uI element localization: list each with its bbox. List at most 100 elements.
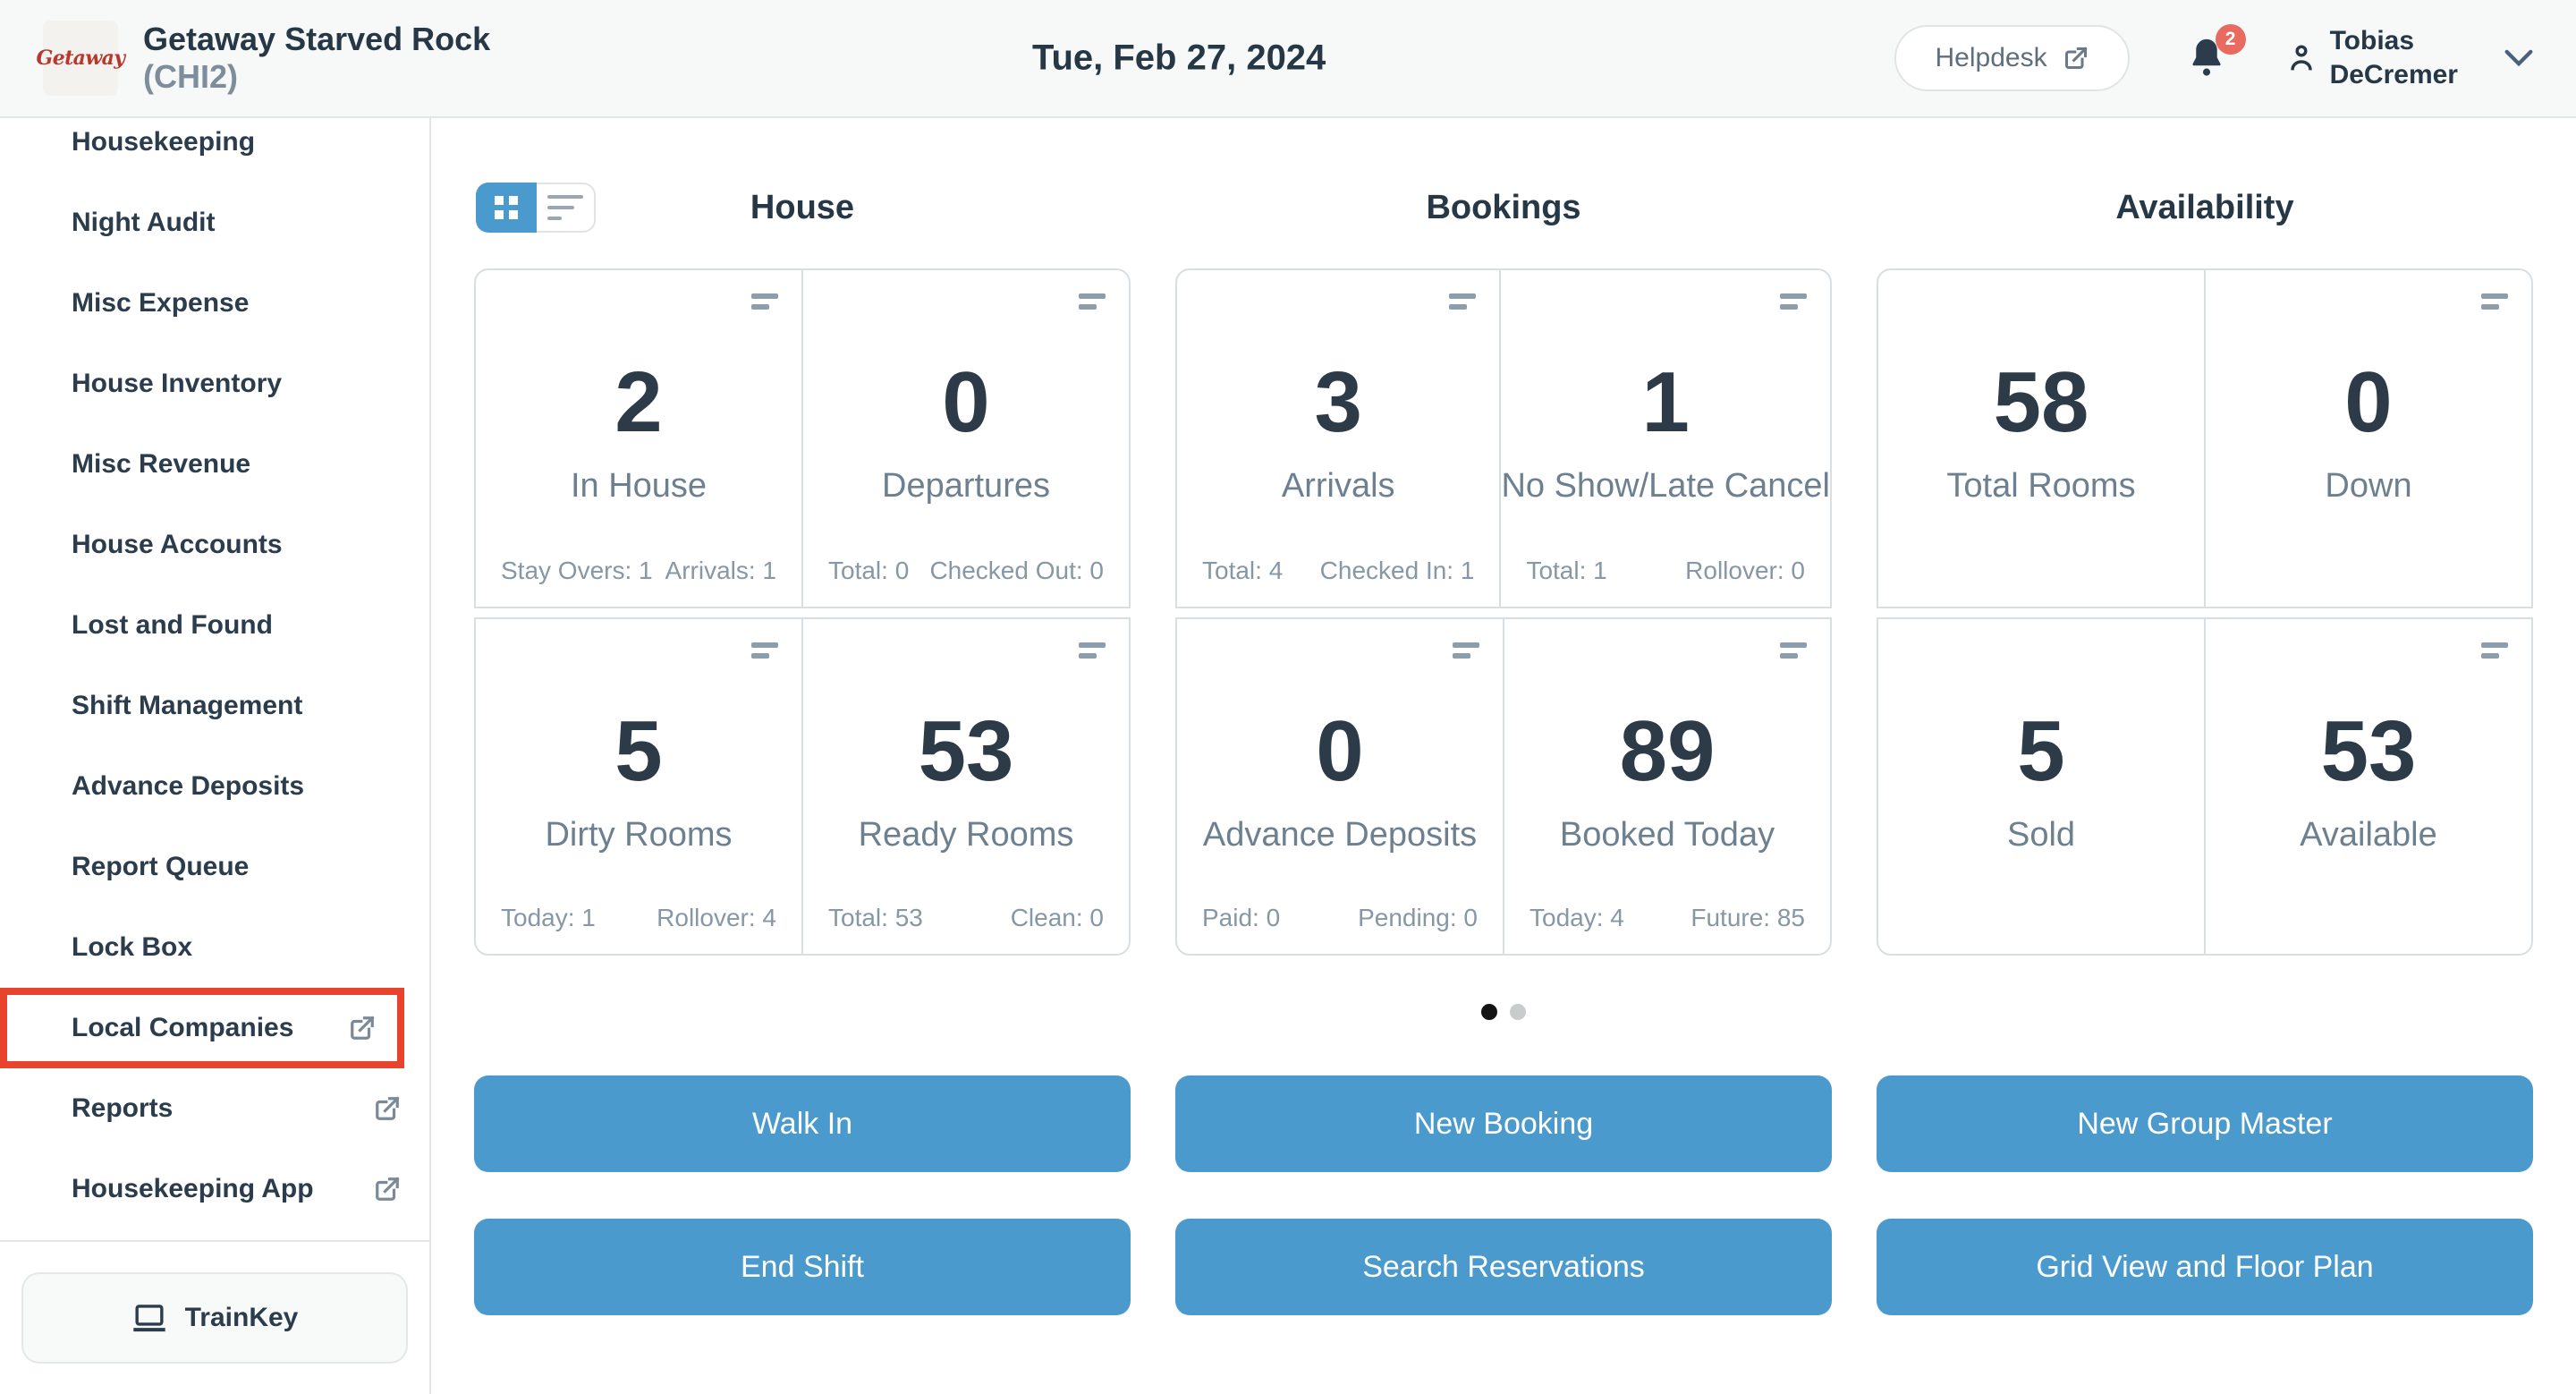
sidebar-item-house-accounts[interactable]: House Accounts <box>0 505 429 585</box>
new-group-master-button[interactable]: New Group Master <box>1877 1075 2533 1172</box>
stat-card-ready-rooms: 53 Ready Rooms Total: 53 Clean: 0 <box>801 619 1129 954</box>
stat-card-in-house: 2 In House Stay Overs: 1 Arrivals: 1 <box>476 270 801 607</box>
stat-label: Advance Deposits <box>1202 816 1478 854</box>
stat-detail-right: Future: 85 <box>1690 904 1805 931</box>
card-menu-icon[interactable] <box>2481 642 2508 659</box>
external-link-icon <box>349 1015 376 1041</box>
stat-card-booked-today: 89 Booked Today Today: 4 Future: 85 <box>1503 619 1830 954</box>
stat-label: Booked Today <box>1559 816 1775 854</box>
grid-view-icon <box>495 196 518 219</box>
stat-detail-left: Paid: 0 <box>1202 904 1281 931</box>
list-view-button[interactable] <box>537 183 596 233</box>
trainkey-button[interactable]: TrainKey <box>21 1272 408 1364</box>
stat-detail-left: Total: 0 <box>828 557 910 584</box>
external-link-icon <box>374 1095 401 1122</box>
sidebar-item-misc-revenue[interactable]: Misc Revenue <box>0 424 429 505</box>
stat-card-sold: 5 Sold <box>1878 619 2204 954</box>
sidebar-item-reports[interactable]: Reports <box>0 1068 429 1149</box>
dashboard-toolbar: House Bookings Availability <box>474 118 2533 268</box>
current-date: Tue, Feb 27, 2024 <box>1032 38 1326 78</box>
stat-label: Ready Rooms <box>858 816 1074 854</box>
card-menu-icon[interactable] <box>1780 293 1807 310</box>
section-title-house: House <box>750 188 855 226</box>
stat-detail-right: Checked Out: 0 <box>929 557 1104 584</box>
sidebar-item-advance-deposits[interactable]: Advance Deposits <box>0 746 429 827</box>
pagination-dot-1[interactable] <box>1481 1004 1497 1020</box>
trainkey-section: TrainKey <box>0 1240 429 1394</box>
stat-label: Departures <box>882 467 1050 505</box>
user-name: Tobias DeCremer <box>2329 26 2458 89</box>
house-group: 2 In House Stay Overs: 1 Arrivals: 1 0 D… <box>474 268 1131 956</box>
stat-label: In House <box>570 467 708 505</box>
card-menu-icon[interactable] <box>2481 293 2508 310</box>
new-booking-button[interactable]: New Booking <box>1175 1075 1832 1172</box>
getaway-logo: Getaway <box>37 21 125 96</box>
stat-detail-left: Total: 4 <box>1202 557 1284 584</box>
property-code: (CHI2) <box>143 58 238 95</box>
stat-detail-right: Rollover: 4 <box>657 904 776 931</box>
stat-value: 58 <box>1993 354 2089 450</box>
sidebar-item-lock-box[interactable]: Lock Box <box>0 907 429 988</box>
stat-value: 3 <box>1314 354 1362 450</box>
notifications-button[interactable]: 2 <box>2187 24 2246 80</box>
laptop-icon <box>132 1305 165 1332</box>
walk-in-button[interactable]: Walk In <box>474 1075 1131 1172</box>
stat-card-down: 0 Down <box>2204 270 2531 607</box>
sidebar-item-shift-management[interactable]: Shift Management <box>0 666 429 746</box>
sidebar-nav: Housekeeping Night Audit Misc Expense Ho… <box>0 102 429 1229</box>
card-menu-icon[interactable] <box>751 642 778 659</box>
view-toggle <box>476 183 596 233</box>
stat-card-arrivals: 3 Arrivals Total: 4 Checked In: 1 <box>1177 270 1499 607</box>
stat-value: 53 <box>2320 703 2417 799</box>
stat-label: Sold <box>2006 816 2076 854</box>
stat-card-available: 53 Available <box>2204 619 2531 954</box>
sidebar-item-housekeeping-app[interactable]: Housekeeping App <box>0 1149 429 1229</box>
chevron-down-icon[interactable] <box>2504 49 2533 67</box>
stat-detail-right: Rollover: 0 <box>1685 557 1805 584</box>
helpdesk-button[interactable]: Helpdesk <box>1894 25 2130 91</box>
end-shift-button[interactable]: End Shift <box>474 1219 1131 1315</box>
stat-value: 0 <box>2344 354 2393 450</box>
sidebar-item-house-inventory[interactable]: House Inventory <box>0 344 429 424</box>
sidebar-item-report-queue[interactable]: Report Queue <box>0 827 429 907</box>
stat-label: Dirty Rooms <box>545 816 733 854</box>
stat-detail-left: Total: 53 <box>828 904 923 931</box>
card-menu-icon[interactable] <box>1449 293 1477 310</box>
bookings-group: 3 Arrivals Total: 4 Checked In: 1 1 No S… <box>1175 268 1832 956</box>
card-menu-icon[interactable] <box>1453 642 1479 659</box>
stat-card-total-rooms: 58 Total Rooms <box>1878 270 2204 607</box>
stat-card-no-show-late-cancel: 1 No Show/Late Cancel Total: 1 Rollover:… <box>1499 270 1830 607</box>
sidebar-item-misc-expense[interactable]: Misc Expense <box>0 263 429 344</box>
quick-actions: Walk In New Booking New Group Master End… <box>474 1075 2533 1315</box>
stat-value: 0 <box>1316 703 1364 799</box>
user-menu[interactable]: Tobias DeCremer <box>2287 24 2458 92</box>
card-menu-icon[interactable] <box>751 293 778 310</box>
carousel-pagination <box>474 1004 2533 1020</box>
external-link-icon <box>374 1176 401 1203</box>
pagination-dot-2[interactable] <box>1510 1004 1526 1020</box>
property-brand: Getaway Getaway Starved Rock (CHI2) <box>37 21 490 96</box>
stat-value: 5 <box>2017 703 2065 799</box>
notification-badge: 2 <box>2215 24 2246 55</box>
grid-view-floor-plan-button[interactable]: Grid View and Floor Plan <box>1877 1219 2533 1315</box>
sidebar-item-night-audit[interactable]: Night Audit <box>0 183 429 263</box>
logo-text: Getaway <box>36 47 126 70</box>
stat-label: No Show/Late Cancel <box>1501 467 1830 505</box>
dashboard-main: House Bookings Availability 2 In House S… <box>431 118 2576 1394</box>
stat-card-groups: 2 In House Stay Overs: 1 Arrivals: 1 0 D… <box>474 268 2533 956</box>
card-menu-icon[interactable] <box>1079 293 1106 310</box>
section-title-availability: Availability <box>2115 188 2294 226</box>
sidebar: Housekeeping Night Audit Misc Expense Ho… <box>0 102 431 1394</box>
list-view-icon <box>547 195 583 220</box>
availability-group: 58 Total Rooms 0 Down 5 Sold <box>1877 268 2533 956</box>
search-reservations-button[interactable]: Search Reservations <box>1175 1219 1832 1315</box>
person-icon <box>2290 45 2312 71</box>
sidebar-item-lost-and-found[interactable]: Lost and Found <box>0 585 429 666</box>
card-menu-icon[interactable] <box>1780 642 1807 659</box>
sidebar-item-local-companies[interactable]: Local Companies <box>0 988 404 1068</box>
stat-card-departures: 0 Departures Total: 0 Checked Out: 0 <box>801 270 1129 607</box>
card-menu-icon[interactable] <box>1079 642 1106 659</box>
grid-view-button[interactable] <box>476 183 537 233</box>
stat-value: 89 <box>1619 703 1716 799</box>
bell-icon <box>2191 38 2221 76</box>
